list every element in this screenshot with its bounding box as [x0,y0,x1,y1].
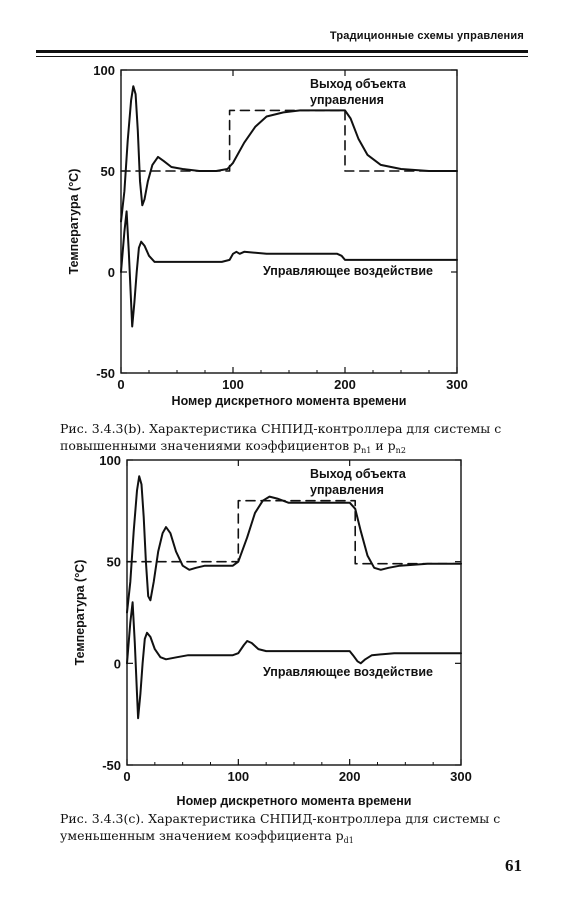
header-rule-thick [36,50,528,53]
page-number: 61 [505,856,522,875]
chart1-series-2-line [126,475,462,614]
chart0-x-axis-label: Номер дискретного момента времени [172,394,407,408]
chart1-ytick-label: 100 [99,453,121,468]
figure-caption-b: Рис. 3.4.3(b). Характеристика СНПИД-конт… [60,420,520,459]
chart1-ytick-label: 50 [107,555,121,570]
chart1-xtick-label: 200 [339,769,361,784]
chart0-y-axis-label: Температура (°С) [67,169,81,275]
chart1-xtick-label: 0 [123,769,130,784]
chart1-ytick-label: 0 [114,656,121,671]
chart1-xtick-label: 100 [227,769,249,784]
chart0-series-2-line [120,85,458,223]
caption-line: Рис. 3.4.3(c). Характеристика СНПИД-конт… [60,811,501,826]
chart1-annotation: управления [310,483,384,497]
chart0-annotation: управления [310,93,384,107]
figure-caption-c: Рис. 3.4.3(c). Характеристика СНПИД-конт… [60,810,520,849]
chart1-xtick-label: 300 [450,769,472,784]
header-rule-thin [36,56,528,57]
chart0-xtick-label: 0 [117,377,124,392]
chart1-plot-frame [126,459,462,766]
chart0-ytick-label: 50 [101,164,115,179]
chart1-series-1-line [126,499,462,565]
chart1-annotation: Выход объекта [310,467,407,481]
chart0-xtick-label: 200 [334,377,356,392]
chart0-series-1-line [120,109,458,172]
running-header: Традиционные схемы управления [329,30,524,42]
chart0-ytick-label: -50 [96,366,115,381]
chart0-annotation: Выход объекта [310,77,407,91]
chart1-x-axis-label: Номер дискретного момента времени [177,794,412,808]
chart1-annotation: Управляющее воздействие [263,665,433,679]
chart0-xtick-label: 300 [446,377,468,392]
chart0-plot-frame [120,69,458,374]
chart1-ytick-label: -50 [102,758,121,773]
chart1-series-3-line [126,601,462,720]
caption-line: повышенными значениями коэффициентов pn1… [60,438,406,455]
chart0-ytick-label: 0 [108,265,115,280]
chart0-series-3-line [120,210,458,328]
chart1-y-axis-label: Температура (°С) [73,560,87,666]
chart0-xtick-label: 100 [222,377,244,392]
chart0-ytick-label: 100 [93,63,115,78]
chart0-annotation: Управляющее воздействие [263,264,433,278]
caption-line: уменьшенным значением коэффициента pd1 [60,828,354,845]
caption-line: Рис. 3.4.3(b). Характеристика СНПИД-конт… [60,421,502,436]
